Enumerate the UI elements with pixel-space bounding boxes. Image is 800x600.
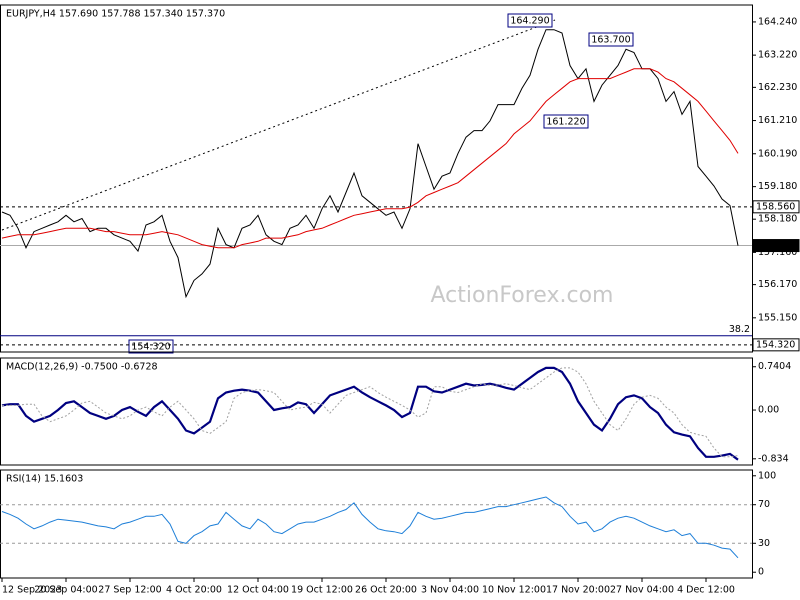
y-tick-label: 160.190 [758,148,797,159]
level-box [752,239,800,253]
y-tick-label: 0.7404 [758,361,791,372]
x-tick-label: 4 Oct 20:00 [166,585,222,596]
trend-line [1,19,556,231]
series-line [1,496,739,559]
y-tick-label: 164.240 [758,16,797,27]
annotation-box [588,32,634,47]
x-tick-label: 17 Nov 20:00 [546,585,610,596]
annotation-box [543,114,589,129]
y-tick-label: 155.150 [758,312,797,323]
x-tick-label: 3 Nov 04:00 [421,585,479,596]
level-box [752,338,800,352]
x-tick-label: 20 Sep 04:00 [34,585,97,596]
level-label: 154.320 [756,339,795,350]
watermark: ActionForex.com [431,283,614,308]
y-tick-label: 156.170 [758,279,797,290]
y-tick-label: 0.00 [758,405,779,416]
x-tick-label: 27 Nov 04:00 [610,585,674,596]
y-tick-label: 0 [758,567,764,578]
y-tick-label: 161.210 [758,115,797,126]
level-label: 158.560 [756,201,795,212]
series-line [1,366,739,461]
series-line [2,367,739,458]
y-tick-label: 30 [758,538,770,549]
y-tick-label: 100 [758,470,776,481]
level-label: 157.370 [756,240,795,251]
annotation-box [507,13,553,28]
x-tick-label: 4 Dec 12:00 [677,585,735,596]
annotation: 161.220 [546,117,585,128]
y-tick-label: 70 [758,499,770,510]
panel-title: RSI(14) 15.1603 [6,474,83,485]
y-tick-label: -0.834 [758,453,789,464]
panel-frame [0,357,753,466]
x-tick-label: 19 Oct 12:00 [291,585,353,596]
x-tick-label: 27 Sep 12:00 [98,585,161,596]
annotation: 154.320 [131,342,170,353]
x-tick-label: 10 Nov 12:00 [482,585,546,596]
x-tick-label: 12 Oct 04:00 [227,585,289,596]
y-tick-label: 163.220 [758,50,797,61]
panel-title: MACD(12,26,9) -0.7500 -0.6728 [6,362,158,373]
x-tick-label: 12 Sep 2023 [2,585,62,596]
level-box [752,200,800,214]
x-tick-label: 26 Oct 20:00 [355,585,417,596]
fib-label: 38.2 [729,324,750,335]
y-tick-label: 162.230 [758,82,797,93]
y-tick-label: 157.160 [758,247,797,258]
series-line [1,29,739,299]
annotation-box [128,339,174,354]
y-tick-label: 158.180 [758,214,797,225]
series-line [1,68,739,249]
annotation: 163.700 [591,35,630,46]
annotation: 164.290 [510,16,549,27]
panel-title: EURJPY,H4 157.690 157.788 157.340 157.37… [6,9,225,20]
y-tick-label: 159.180 [758,181,797,192]
panel-frame [0,4,753,353]
panel-frame [0,469,753,579]
